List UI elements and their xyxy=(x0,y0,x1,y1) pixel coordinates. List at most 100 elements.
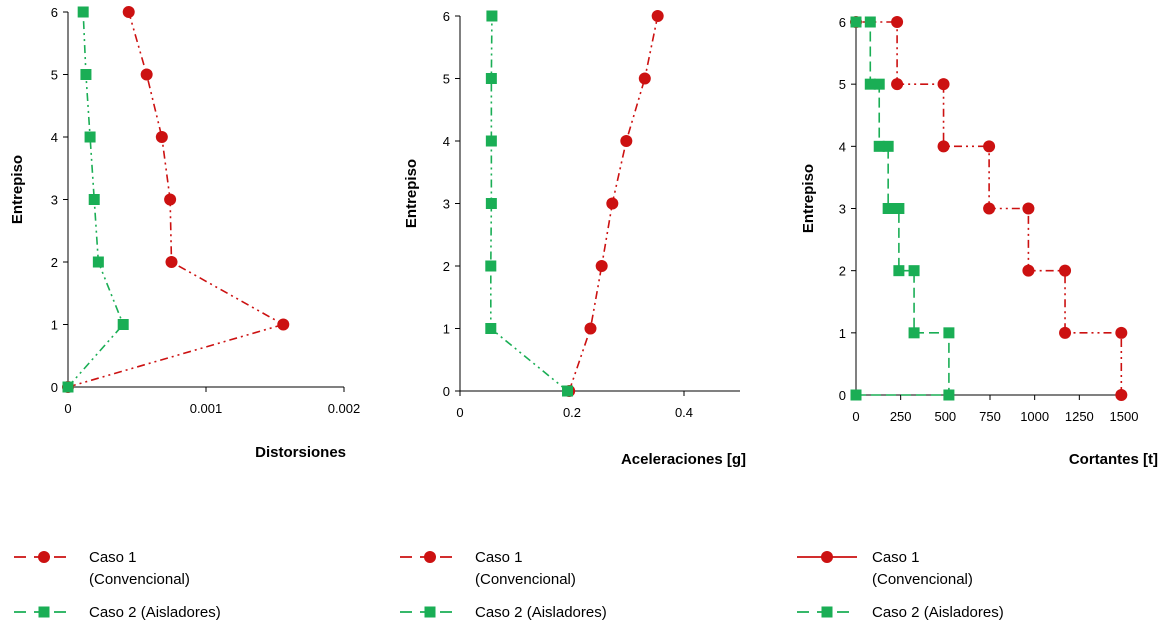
data-point-caso-1 xyxy=(1022,202,1035,215)
legend-marker xyxy=(38,606,50,618)
x-tick-label: 750 xyxy=(979,409,1001,424)
legend-label: Caso 1 xyxy=(475,549,523,566)
data-point-caso-1 xyxy=(983,202,996,215)
x-tick-label: 500 xyxy=(934,409,956,424)
chart-panel-2: 0 1 2 3 4 5 6 0 0.2 0.4 Entrepiso Aceleraciones [g]… xyxy=(400,9,746,621)
y-tick-label: 0 xyxy=(51,380,58,395)
data-point-caso-1 xyxy=(620,135,633,147)
legend-marker xyxy=(424,606,436,618)
chart-panel-1: 0 1 2 3 4 5 6 0 0.001 0.002 Entrepiso Distorsiones C… xyxy=(9,5,360,621)
data-point-caso-2 xyxy=(850,16,862,28)
data-point-caso-2 xyxy=(485,260,497,272)
legend-marker xyxy=(821,551,833,563)
data-point-caso-1 xyxy=(1059,326,1072,339)
data-point-caso-1 xyxy=(165,256,178,268)
data-point-caso-1 xyxy=(983,140,996,153)
y-tick-label: 6 xyxy=(839,15,846,30)
y-axis-title: Entrepiso xyxy=(403,159,420,228)
x-axis-title: Distorsiones xyxy=(255,444,346,461)
data-point-caso-2 xyxy=(486,10,498,22)
data-point-caso-1 xyxy=(638,72,651,85)
data-point-caso-2 xyxy=(908,327,920,339)
legend-label-line2: (Convencional) xyxy=(89,571,190,588)
data-point-caso-1 xyxy=(584,322,597,335)
data-point-caso-1 xyxy=(595,260,608,272)
data-point-caso-1 xyxy=(140,68,153,81)
data-point-caso-2 xyxy=(562,385,574,397)
x-tick-label: 0 xyxy=(456,405,463,420)
x-tick-label: 1000 xyxy=(1020,409,1049,424)
x-tick-label: 250 xyxy=(890,409,912,424)
data-point-caso-1 xyxy=(891,16,904,28)
x-axis-title: Aceleraciones [g] xyxy=(621,451,746,468)
x-tick-label: 0.001 xyxy=(190,401,223,416)
data-point-caso-1 xyxy=(164,193,177,206)
data-point-caso-2 xyxy=(850,389,862,401)
y-tick-label: 4 xyxy=(51,130,58,145)
legend-marker xyxy=(38,551,50,563)
y-tick-label: 3 xyxy=(443,197,450,212)
y-tick-label: 2 xyxy=(443,259,450,274)
x-tick-label: 0.4 xyxy=(675,405,693,420)
y-axis-title: Entrepiso xyxy=(800,164,817,233)
x-tick-label: 0.2 xyxy=(563,405,581,420)
data-point-caso-2 xyxy=(873,78,885,90)
y-tick-label: 5 xyxy=(51,68,58,83)
y-tick-label: 0 xyxy=(839,388,846,403)
legend-label-line2: (Convencional) xyxy=(475,571,576,588)
data-point-caso-2 xyxy=(485,135,497,147)
x-tick-label: 1250 xyxy=(1065,409,1094,424)
data-point-caso-2 xyxy=(873,140,885,152)
data-point-caso-1 xyxy=(1115,389,1128,401)
legend-entry-1: Caso 1 (Convencional) xyxy=(400,549,576,588)
data-point-caso-1 xyxy=(277,318,290,331)
legend-entry-1: Caso 1 (Convencional) xyxy=(14,549,190,588)
data-point-caso-2 xyxy=(485,198,497,209)
legend-marker xyxy=(424,551,436,563)
data-point-caso-2 xyxy=(80,69,92,80)
legend-label: Caso 1 xyxy=(89,549,137,566)
y-tick-label: 1 xyxy=(839,326,846,341)
data-point-caso-1 xyxy=(1115,326,1128,339)
data-point-caso-2 xyxy=(864,78,876,90)
x-axis-title: Cortantes [t] xyxy=(1069,451,1158,468)
data-point-caso-2 xyxy=(943,327,955,339)
data-point-caso-2 xyxy=(485,73,497,84)
data-point-caso-1 xyxy=(155,131,168,143)
data-point-caso-2 xyxy=(92,256,104,268)
data-point-caso-1 xyxy=(891,78,904,91)
y-tick-label: 5 xyxy=(443,72,450,87)
series-line-2 xyxy=(489,15,569,392)
y-tick-label: 2 xyxy=(839,264,846,279)
data-point-caso-2 xyxy=(882,203,894,214)
data-point-caso-2 xyxy=(77,6,89,18)
data-point-caso-1 xyxy=(1022,264,1035,277)
x-tick-label: 1500 xyxy=(1110,409,1139,424)
y-axis-title: Entrepiso xyxy=(9,155,26,224)
data-point-caso-2 xyxy=(908,265,920,277)
chart-panel-3: 0 1 2 3 4 5 6 0 250 500 750 1000 1250 1500 Entrepiso Co… xyxy=(797,15,1158,621)
legend-entry-2: Caso 2 (Aisladores) xyxy=(14,604,221,621)
data-point-caso-2 xyxy=(88,194,100,205)
x-tick-label: 0 xyxy=(64,401,71,416)
y-tick-label: 4 xyxy=(443,134,450,149)
x-tick-label: 0 xyxy=(852,409,859,424)
data-point-caso-1 xyxy=(606,197,619,210)
data-point-caso-1 xyxy=(651,10,664,22)
y-tick-label: 3 xyxy=(839,202,846,217)
legend-entry-1: Caso 1 (Convencional) xyxy=(797,549,973,588)
data-point-caso-2 xyxy=(864,16,876,28)
legend-label: Caso 1 xyxy=(872,549,920,566)
data-point-caso-1 xyxy=(937,78,950,91)
y-tick-label: 0 xyxy=(443,384,450,399)
y-tick-label: 6 xyxy=(443,9,450,24)
data-point-caso-2 xyxy=(117,319,129,330)
legend-label: Caso 2 (Aisladores) xyxy=(872,604,1004,621)
y-tick-label: 1 xyxy=(443,322,450,337)
legend-label: Caso 2 (Aisladores) xyxy=(475,604,607,621)
x-tick-label: 0.002 xyxy=(328,401,361,416)
data-point-caso-2 xyxy=(62,381,74,393)
y-tick-label: 2 xyxy=(51,255,58,270)
data-point-caso-1 xyxy=(122,6,135,18)
